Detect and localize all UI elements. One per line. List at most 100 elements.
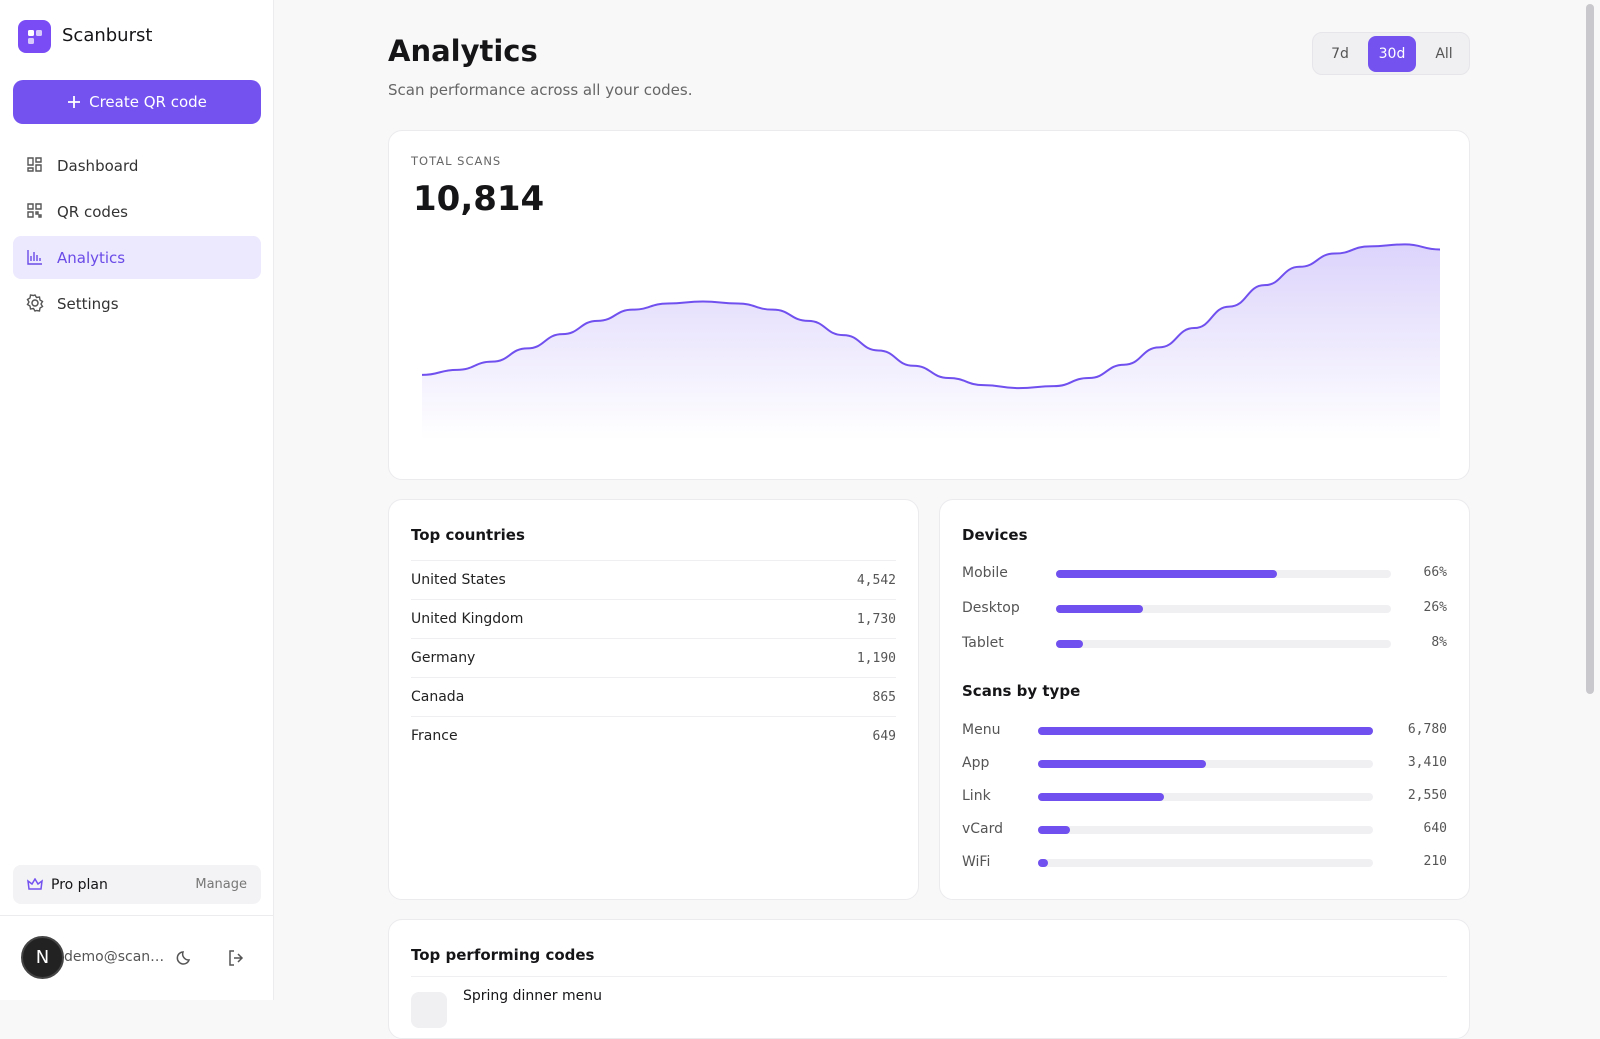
country-name: Canada bbox=[411, 689, 465, 705]
range-toggle: 7d 30d All bbox=[1312, 32, 1470, 75]
bar-label: vCard bbox=[962, 821, 1004, 837]
trend-area bbox=[422, 244, 1440, 440]
bar bbox=[1038, 826, 1070, 834]
bar-value: 2,550 bbox=[1407, 788, 1447, 803]
scrollbar bbox=[1586, 4, 1594, 694]
bar-track bbox=[1038, 826, 1373, 834]
country-name: United Kingdom bbox=[411, 611, 524, 627]
avatar[interactable]: N bbox=[21, 936, 64, 979]
bar-label: Link bbox=[962, 788, 991, 804]
range-option[interactable]: All bbox=[1435, 46, 1453, 62]
bar bbox=[1038, 859, 1049, 867]
bar bbox=[1056, 640, 1083, 648]
country-row: United Kingdom 1,730 bbox=[411, 599, 896, 638]
country-row: United States 4,542 bbox=[411, 560, 896, 599]
codes-card: Top performing codes Spring dinner menu bbox=[388, 919, 1470, 1039]
icon-path bbox=[27, 157, 42, 172]
nav-icon bbox=[26, 294, 44, 312]
nav-item[interactable]: Dashboard bbox=[13, 144, 261, 187]
country-name: United States bbox=[411, 572, 506, 588]
logout[interactable] bbox=[227, 949, 245, 967]
plus-icon bbox=[68, 96, 81, 108]
divider bbox=[411, 976, 1447, 977]
bar-value: 26% bbox=[1423, 600, 1447, 615]
icon-path bbox=[27, 203, 42, 218]
sidebar: Scanburst Create QR code Dashboard QR cod… bbox=[0, 0, 274, 1000]
card-title: Devices bbox=[962, 526, 1028, 544]
icon-path bbox=[26, 294, 44, 312]
total-card: TOTAL SCANS 10,814 bbox=[388, 130, 1470, 480]
country-row: Canada 865 bbox=[411, 677, 896, 716]
bar-value: 3,410 bbox=[1407, 755, 1447, 770]
country-row: France 649 bbox=[411, 716, 896, 755]
theme-toggle[interactable] bbox=[176, 949, 194, 967]
card-title: Scans by type bbox=[962, 682, 1081, 700]
bar-track bbox=[1038, 760, 1373, 768]
bar-label: Tablet bbox=[962, 635, 1004, 651]
bar bbox=[1038, 760, 1207, 768]
bar-label: Desktop bbox=[962, 600, 1020, 616]
bar-value: 6,780 bbox=[1407, 722, 1447, 737]
nav-icon bbox=[27, 157, 42, 172]
bar-track bbox=[1056, 640, 1391, 648]
divider bbox=[0, 915, 274, 916]
bar-value: 210 bbox=[1423, 854, 1447, 869]
country-count: 1,190 bbox=[856, 650, 896, 666]
country-count: 4,542 bbox=[856, 572, 896, 588]
devices-card: Devices Scans by type Mobile 66% Desktop 26… bbox=[939, 499, 1470, 900]
nav-label: QR codes bbox=[57, 202, 128, 221]
country-count: 1,730 bbox=[856, 611, 896, 627]
range-option[interactable]: 7d bbox=[1331, 46, 1349, 62]
code-name[interactable]: Spring dinner menu bbox=[463, 988, 602, 1004]
bar bbox=[1056, 570, 1278, 578]
range-option[interactable]: 30d bbox=[1368, 36, 1416, 72]
country-name: France bbox=[411, 728, 458, 744]
nav-label: Settings bbox=[57, 294, 119, 313]
bar-track bbox=[1038, 793, 1373, 801]
plan-label: Pro plan bbox=[51, 876, 108, 893]
bar-label: Menu bbox=[962, 722, 1001, 738]
bar-value: 640 bbox=[1423, 821, 1447, 836]
bar bbox=[1038, 793, 1164, 801]
create-button[interactable]: Create QR code bbox=[13, 80, 261, 124]
countries-card: Top countries United States 4,542 United K… bbox=[388, 499, 919, 900]
bar bbox=[1038, 727, 1373, 735]
card-title: Top performing codes bbox=[411, 946, 595, 964]
trend-line bbox=[421, 243, 1441, 390]
bar-label: WiFi bbox=[962, 854, 991, 870]
user-email: demo@scan… bbox=[64, 949, 165, 965]
bar-label: App bbox=[962, 755, 990, 771]
bar-track bbox=[1038, 859, 1373, 867]
country-row: Germany 1,190 bbox=[411, 638, 896, 677]
nav-item[interactable]: QR codes bbox=[13, 190, 261, 233]
country-count: 649 bbox=[872, 728, 896, 744]
code-thumb bbox=[411, 992, 447, 1028]
bar-track bbox=[1038, 727, 1373, 735]
bar-value: 66% bbox=[1423, 565, 1447, 580]
nav-icon bbox=[27, 203, 42, 218]
page-subtitle: Scan performance across all your codes. bbox=[388, 81, 693, 99]
nav-item[interactable]: Settings bbox=[13, 282, 261, 325]
total-label: TOTAL SCANS bbox=[411, 154, 502, 168]
nav-label: Dashboard bbox=[57, 156, 139, 175]
crown-icon bbox=[27, 877, 43, 890]
bar bbox=[1056, 605, 1144, 613]
nav-icon bbox=[27, 250, 42, 265]
nav-item[interactable]: Analytics bbox=[13, 236, 261, 279]
trend-chart bbox=[421, 243, 1441, 440]
country-count: 865 bbox=[872, 689, 896, 705]
country-name: Germany bbox=[411, 650, 476, 666]
icon-path bbox=[27, 250, 42, 265]
plan-manage[interactable]: Manage bbox=[195, 877, 247, 892]
logo-icon bbox=[28, 30, 42, 44]
bar-track bbox=[1056, 570, 1391, 578]
plan-box: Pro plan Manage bbox=[13, 865, 261, 904]
brand: Scanburst bbox=[62, 25, 153, 46]
logo bbox=[18, 20, 51, 53]
nav-label: Analytics bbox=[57, 248, 126, 267]
create-label: Create QR code bbox=[89, 93, 207, 111]
page-title: Analytics bbox=[388, 34, 538, 68]
bar-label: Mobile bbox=[962, 565, 1008, 581]
bar-track bbox=[1056, 605, 1391, 613]
